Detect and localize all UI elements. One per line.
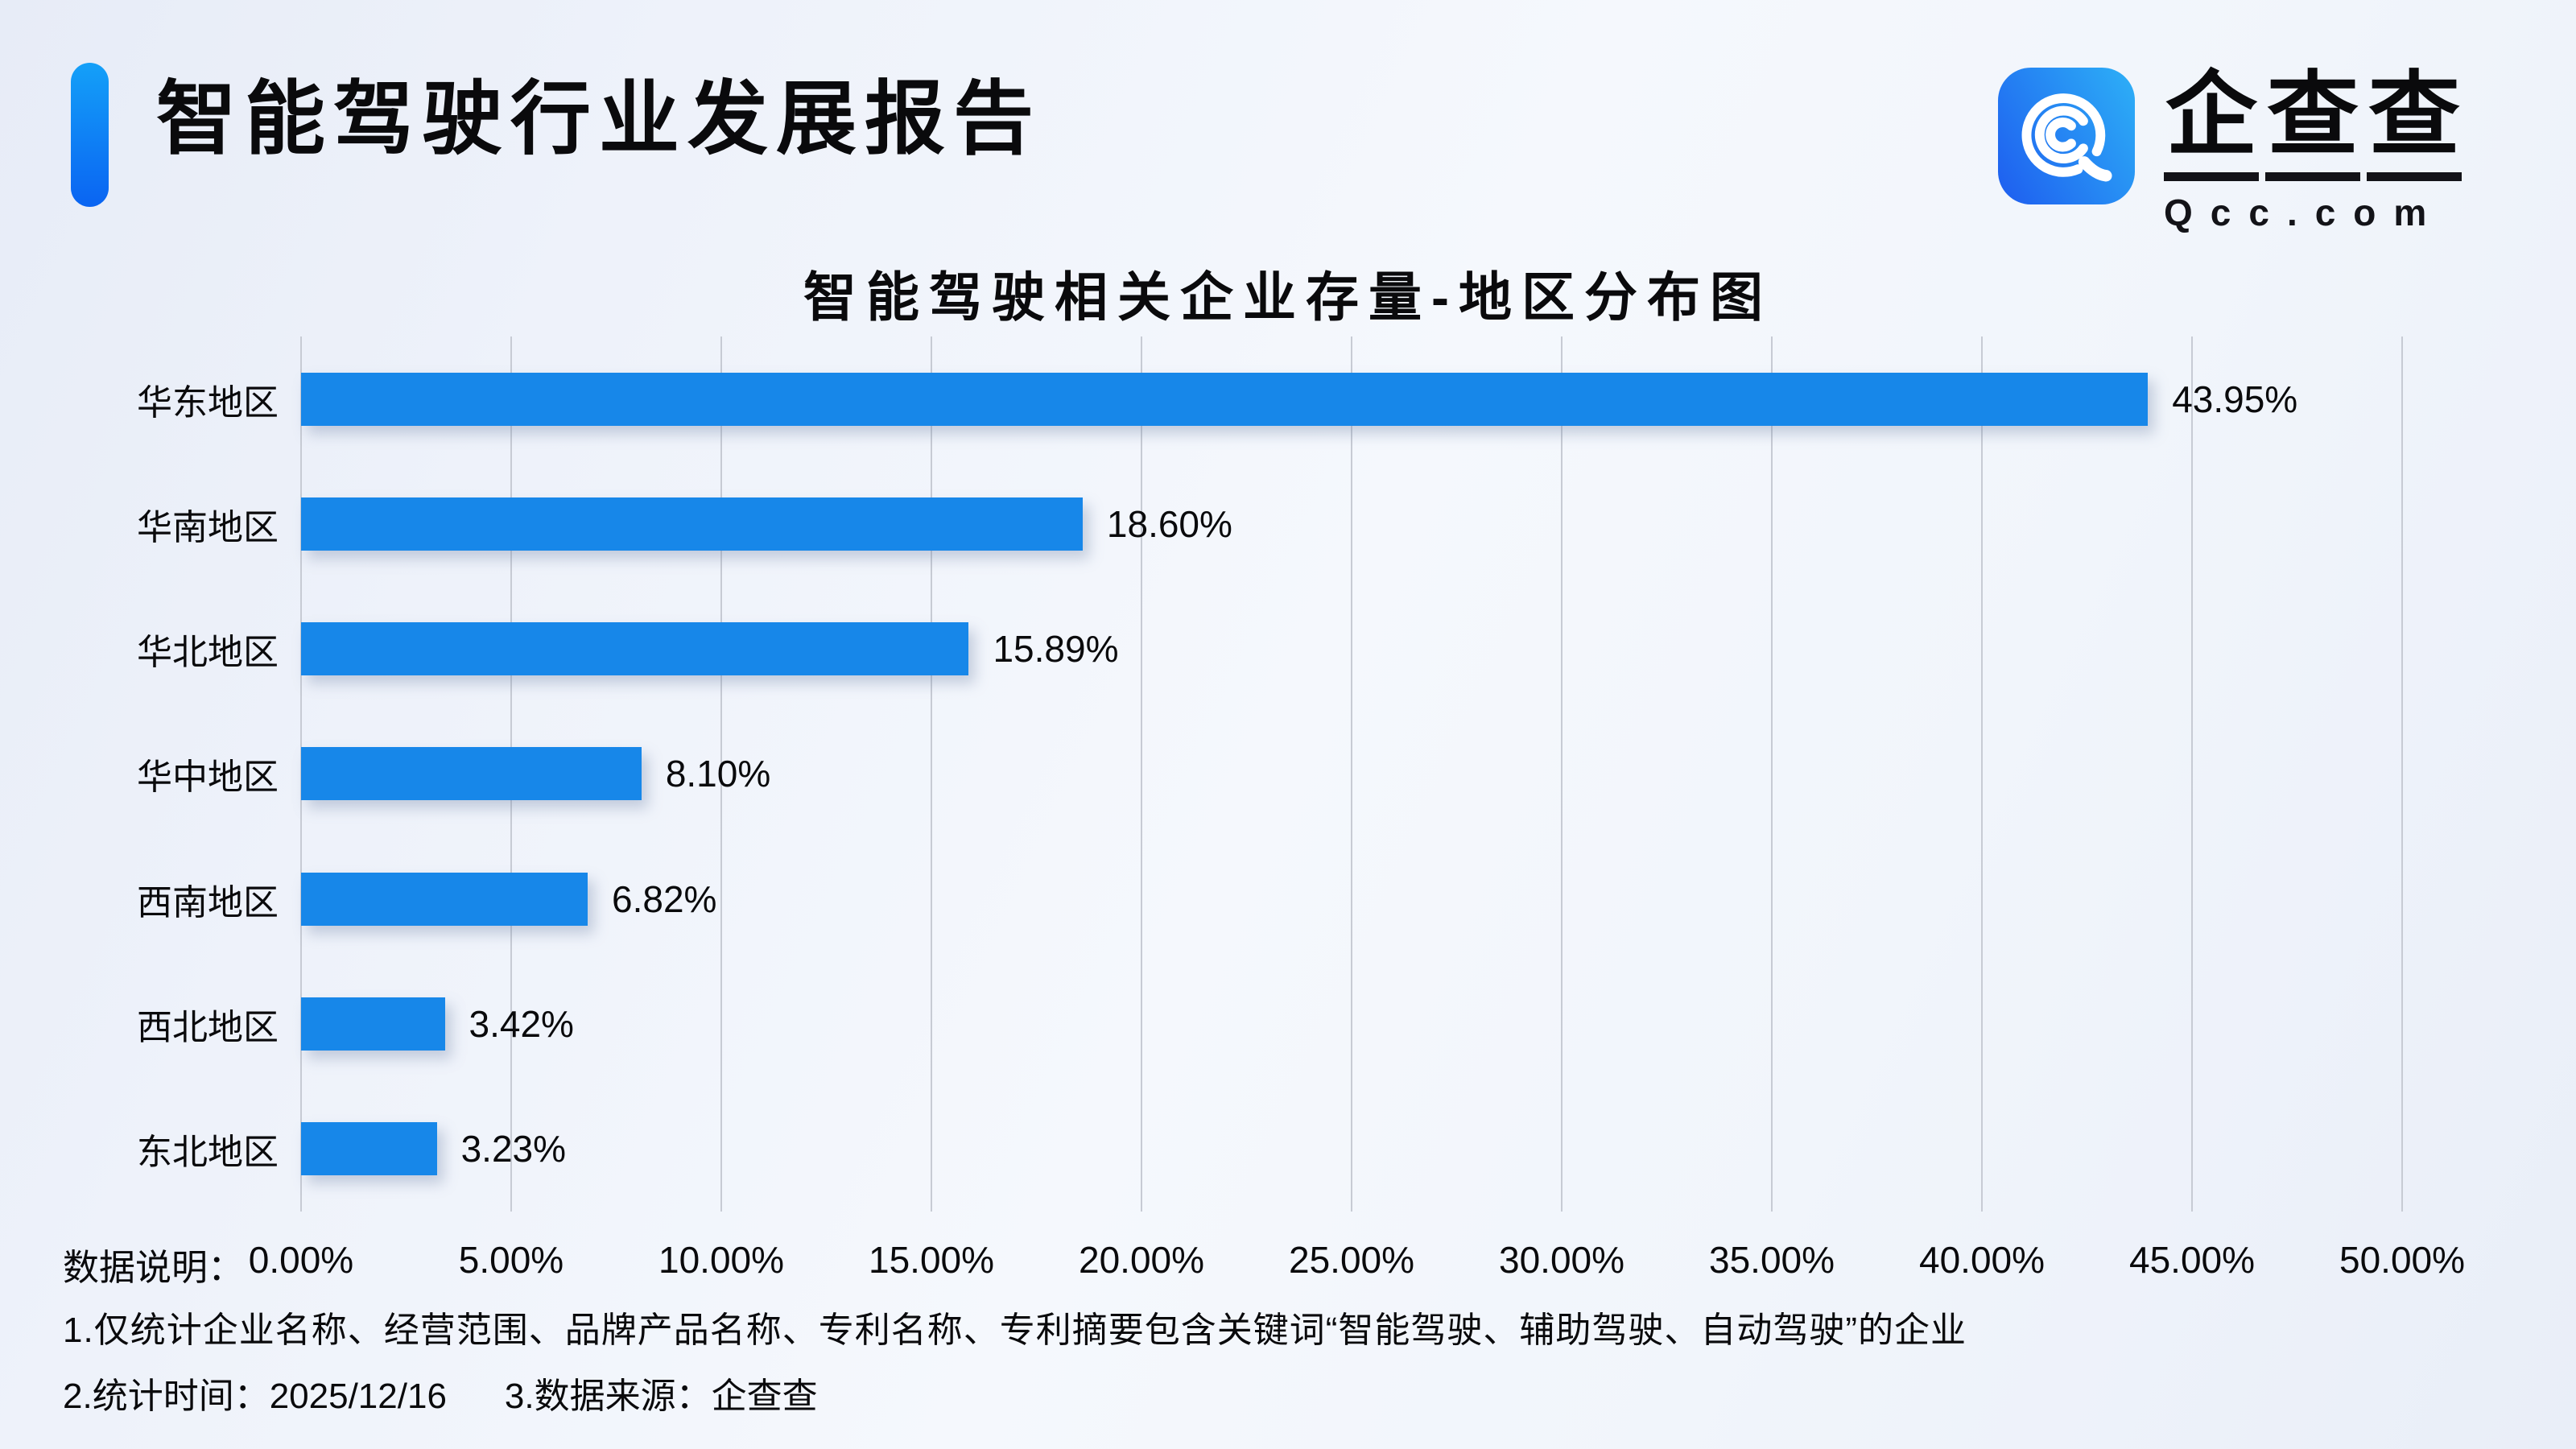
brand-char: 查 bbox=[2265, 68, 2361, 181]
bar-row: 华南地区 18.60% bbox=[137, 461, 2402, 586]
qcc-domain: Qcc.com bbox=[2164, 191, 2445, 233]
chart-title: 智能驾驶相关企业存量-地区分布图 bbox=[803, 267, 1773, 327]
title-accent-bar bbox=[71, 63, 109, 207]
gridline bbox=[1351, 336, 1352, 1212]
page-title: 智能驾驶行业发展报告 bbox=[156, 74, 1042, 164]
bar-row: 华东地区 43.95% bbox=[137, 336, 2402, 461]
x-tick-label: 45.00% bbox=[2128, 1239, 2256, 1281]
bar-chart-plot: 华东地区 43.95% 华南地区 18.60% 华北地区 15.89% 华中地区 8.10% 西… bbox=[137, 336, 2403, 1212]
category-label: 东北地区 bbox=[137, 1133, 279, 1173]
x-tick-label: 0.00% bbox=[248, 1239, 354, 1281]
x-tick-label: 35.00% bbox=[1708, 1239, 1835, 1281]
bar bbox=[301, 747, 642, 801]
x-tick-label: 10.00% bbox=[658, 1239, 785, 1281]
gridline bbox=[1981, 336, 1983, 1212]
gridline bbox=[1771, 336, 1773, 1212]
bar-row: 华北地区 15.89% bbox=[137, 587, 2402, 712]
value-label: 3.23% bbox=[460, 1128, 567, 1170]
footnote-2-source: 3.数据来源：企查查 bbox=[504, 1377, 818, 1416]
qcc-logo-text: 企 查 查 Qcc.com bbox=[2164, 68, 2462, 234]
gridline bbox=[1141, 336, 1142, 1212]
bar bbox=[301, 497, 1083, 551]
bar bbox=[301, 997, 445, 1051]
bar bbox=[301, 872, 588, 926]
bar-row: 华中地区 8.10% bbox=[137, 712, 2402, 836]
qcc-brand-name: 企 查 查 bbox=[2164, 68, 2462, 181]
value-label: 15.89% bbox=[993, 628, 1119, 671]
category-label: 华中地区 bbox=[137, 758, 279, 798]
footnote-2-time: 2.统计时间：2025/12/16 bbox=[63, 1377, 447, 1416]
x-tick-label: 30.00% bbox=[1498, 1239, 1625, 1281]
gridline bbox=[2401, 336, 2403, 1212]
bar-row: 西北地区 3.42% bbox=[137, 961, 2402, 1086]
gridline bbox=[2191, 336, 2193, 1212]
data-note-label: 数据说明： bbox=[63, 1247, 245, 1288]
value-label: 3.42% bbox=[469, 1003, 574, 1046]
category-label: 华南地区 bbox=[137, 507, 279, 547]
x-tick-label: 20.00% bbox=[1078, 1239, 1205, 1281]
x-tick-label: 40.00% bbox=[1918, 1239, 2046, 1281]
qcc-magnifier-icon bbox=[1998, 68, 2135, 204]
gridline bbox=[1561, 336, 1563, 1212]
value-label: 6.82% bbox=[612, 877, 717, 920]
bar bbox=[301, 372, 2149, 426]
category-label: 西南地区 bbox=[137, 882, 279, 923]
value-label: 8.10% bbox=[665, 753, 771, 795]
category-label: 华北地区 bbox=[137, 633, 279, 673]
bar-rows: 华东地区 43.95% 华南地区 18.60% 华北地区 15.89% 华中地区 8.10% 西… bbox=[137, 336, 2402, 1212]
bar bbox=[301, 1122, 437, 1176]
brand-char: 查 bbox=[2367, 68, 2462, 181]
x-tick-label: 50.00% bbox=[2339, 1239, 2466, 1281]
x-axis-ticks: 0.00% 5.00% 10.00% 15.00% 20.00% 25.00% 30.00%… bbox=[249, 1238, 2465, 1288]
qcc-logo: 企 查 查 Qcc.com bbox=[1998, 68, 2462, 234]
footnote-1: 1.仅统计企业名称、经营范围、品牌产品名称、专利名称、专利摘要包含关键词“智能驾… bbox=[63, 1311, 1967, 1350]
bar-row: 东北地区 3.23% bbox=[137, 1087, 2402, 1212]
gridline bbox=[931, 336, 932, 1212]
brand-char: 企 bbox=[2164, 68, 2260, 181]
footnote-2: 2.统计时间：2025/12/16 3.数据来源：企查查 bbox=[63, 1367, 818, 1418]
category-label: 华东地区 bbox=[137, 382, 279, 423]
x-tick-label: 15.00% bbox=[868, 1239, 995, 1281]
value-label: 43.95% bbox=[2172, 378, 2298, 420]
x-tick-label: 5.00% bbox=[458, 1239, 564, 1281]
x-tick-label: 25.00% bbox=[1288, 1239, 1415, 1281]
gridline bbox=[720, 336, 722, 1212]
value-label: 18.60% bbox=[1106, 502, 1232, 545]
bar bbox=[301, 622, 969, 676]
bar-row: 西南地区 6.82% bbox=[137, 836, 2402, 961]
category-label: 西北地区 bbox=[137, 1008, 279, 1048]
